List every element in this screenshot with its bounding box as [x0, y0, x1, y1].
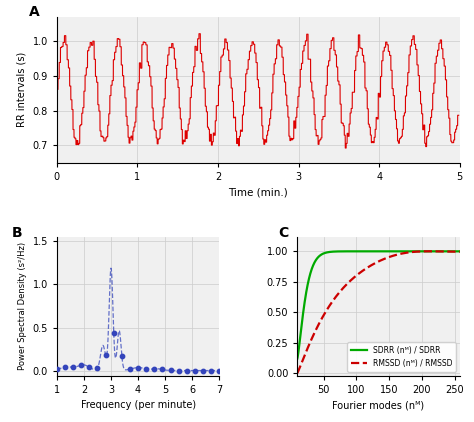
Point	[151, 365, 158, 372]
Point	[126, 366, 134, 373]
Point	[86, 364, 93, 371]
RMSSD (nᴹ) / RMSSD	[368, 263, 374, 268]
Y-axis label: RR intervals (s): RR intervals (s)	[17, 52, 27, 127]
RMSSD (nᴹ) / RMSSD	[426, 249, 432, 254]
Text: C: C	[278, 226, 288, 240]
SDRR (nᴹ) / SDRR	[390, 249, 396, 254]
Legend: SDRR (nᴹ) / SDRR, RMSSD (nᴹ) / RMSSD: SDRR (nᴹ) / SDRR, RMSSD (nᴹ) / RMSSD	[347, 342, 456, 372]
Point	[183, 367, 191, 374]
RMSSD (nᴹ) / RMSSD	[336, 290, 342, 295]
Y-axis label: Power Spectral Density (s²/Hz): Power Spectral Density (s²/Hz)	[18, 242, 27, 370]
X-axis label: Frequency (per minute): Frequency (per minute)	[81, 400, 196, 410]
Line: SDRR (nᴹ) / SDRR: SDRR (nᴹ) / SDRR	[297, 252, 460, 359]
Point	[110, 330, 118, 336]
Line: RMSSD (nᴹ) / RMSSD: RMSSD (nᴹ) / RMSSD	[297, 251, 460, 373]
Point	[53, 366, 61, 373]
SDRR (nᴹ) / SDRR	[294, 356, 300, 361]
Point	[77, 362, 85, 368]
Point	[143, 365, 150, 372]
RMSSD (nᴹ) / RMSSD	[390, 253, 396, 258]
Point	[94, 365, 101, 371]
SDRR (nᴹ) / SDRR	[457, 249, 463, 254]
Point	[167, 367, 174, 374]
Point	[118, 353, 126, 360]
RMSSD (nᴹ) / RMSSD	[403, 250, 409, 255]
SDRR (nᴹ) / SDRR	[336, 249, 342, 254]
RMSSD (nᴹ) / RMSSD	[323, 308, 329, 314]
Point	[208, 367, 215, 374]
RMSSD (nᴹ) / RMSSD	[417, 249, 422, 254]
SDRR (nᴹ) / SDRR	[323, 250, 329, 255]
Point	[69, 364, 77, 371]
Point	[61, 364, 69, 371]
Point	[102, 352, 109, 359]
RMSSD (nᴹ) / RMSSD	[457, 249, 463, 254]
SDRR (nᴹ) / SDRR	[403, 249, 409, 254]
Point	[159, 366, 166, 373]
Text: A: A	[28, 5, 39, 19]
SDRR (nᴹ) / SDRR	[443, 249, 449, 254]
Point	[134, 364, 142, 371]
X-axis label: Fourier modes (nᴹ): Fourier modes (nᴹ)	[332, 400, 425, 410]
X-axis label: Time (min.): Time (min.)	[228, 187, 288, 197]
Point	[216, 367, 223, 374]
SDRR (nᴹ) / SDRR	[368, 249, 374, 254]
Point	[199, 367, 207, 374]
Point	[191, 367, 199, 374]
SDRR (nᴹ) / SDRR	[417, 249, 422, 254]
Text: B: B	[11, 226, 22, 240]
RMSSD (nᴹ) / RMSSD	[294, 371, 300, 376]
Point	[175, 367, 182, 374]
